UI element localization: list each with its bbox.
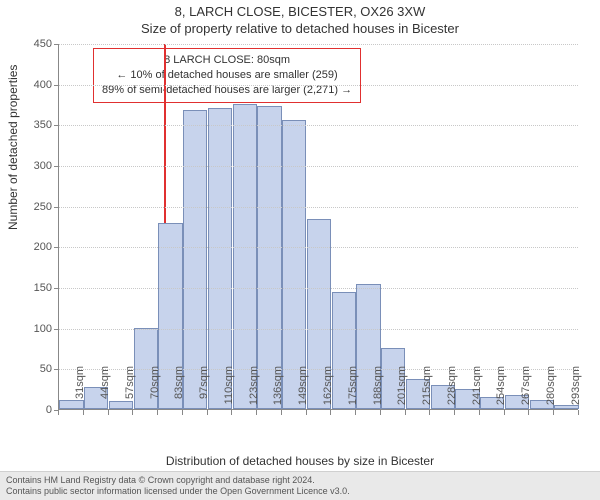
ytick-label: 350	[18, 119, 52, 131]
bars-group	[59, 44, 578, 409]
gridline	[59, 166, 578, 167]
xtick-label: 149sqm	[297, 366, 309, 416]
xtick-label: 57sqm	[124, 366, 136, 416]
ytick-mark	[54, 44, 59, 45]
xtick-label: 201sqm	[396, 366, 408, 416]
xtick-mark	[231, 410, 232, 415]
bar	[257, 106, 281, 409]
xtick-mark	[578, 410, 579, 415]
gridline	[59, 207, 578, 208]
ytick-label: 50	[18, 363, 52, 375]
xtick-label: 97sqm	[198, 366, 210, 416]
gridline	[59, 44, 578, 45]
xtick-mark	[207, 410, 208, 415]
xtick-label: 162sqm	[322, 366, 334, 416]
xtick-mark	[429, 410, 430, 415]
xtick-mark	[281, 410, 282, 415]
title-subtitle: Size of property relative to detached ho…	[0, 21, 600, 36]
ytick-mark	[54, 207, 59, 208]
ytick-mark	[54, 166, 59, 167]
bar	[183, 110, 207, 409]
xtick-label: 70sqm	[149, 366, 161, 416]
xtick-mark	[355, 410, 356, 415]
ytick-label: 100	[18, 323, 52, 335]
xtick-mark	[157, 410, 158, 415]
xtick-mark	[454, 410, 455, 415]
xtick-label: 254sqm	[495, 366, 507, 416]
xtick-mark	[256, 410, 257, 415]
xtick-mark	[528, 410, 529, 415]
xtick-label: 293sqm	[570, 366, 582, 416]
xtick-label: 175sqm	[347, 366, 359, 416]
ytick-mark	[54, 85, 59, 86]
xtick-mark	[504, 410, 505, 415]
xtick-mark	[306, 410, 307, 415]
ytick-label: 0	[18, 404, 52, 416]
title-block: 8, LARCH CLOSE, BICESTER, OX26 3XW Size …	[0, 0, 600, 36]
ytick-mark	[54, 288, 59, 289]
xtick-label: 241sqm	[471, 366, 483, 416]
footer-line-2: Contains public sector information licen…	[6, 486, 594, 497]
x-axis-label: Distribution of detached houses by size …	[0, 454, 600, 468]
footer-line-1: Contains HM Land Registry data © Crown c…	[6, 475, 594, 486]
xtick-label: 228sqm	[446, 366, 458, 416]
xtick-mark	[553, 410, 554, 415]
gridline	[59, 247, 578, 248]
xtick-mark	[58, 410, 59, 415]
xtick-mark	[182, 410, 183, 415]
ytick-label: 450	[18, 38, 52, 50]
gridline	[59, 85, 578, 86]
xtick-mark	[132, 410, 133, 415]
ytick-label: 250	[18, 201, 52, 213]
xtick-label: 31sqm	[74, 366, 86, 416]
ytick-mark	[54, 369, 59, 370]
xtick-label: 44sqm	[99, 366, 111, 416]
ytick-mark	[54, 329, 59, 330]
ytick-label: 200	[18, 241, 52, 253]
xtick-mark	[479, 410, 480, 415]
xtick-label: 188sqm	[372, 366, 384, 416]
ytick-mark	[54, 125, 59, 126]
ytick-mark	[54, 247, 59, 248]
ytick-label: 150	[18, 282, 52, 294]
gridline	[59, 329, 578, 330]
xtick-label: 215sqm	[421, 366, 433, 416]
xtick-label: 280sqm	[545, 366, 557, 416]
ytick-label: 400	[18, 79, 52, 91]
plot-area: 8 LARCH CLOSE: 80sqm← 10% of detached ho…	[58, 44, 578, 410]
xtick-label: 110sqm	[223, 366, 235, 416]
xtick-mark	[405, 410, 406, 415]
xtick-label: 267sqm	[520, 366, 532, 416]
xtick-mark	[380, 410, 381, 415]
xtick-label: 83sqm	[173, 366, 185, 416]
xtick-label: 123sqm	[248, 366, 260, 416]
title-address: 8, LARCH CLOSE, BICESTER, OX26 3XW	[0, 4, 600, 19]
xtick-mark	[330, 410, 331, 415]
xtick-label: 136sqm	[272, 366, 284, 416]
footer: Contains HM Land Registry data © Crown c…	[0, 471, 600, 500]
ytick-label: 300	[18, 160, 52, 172]
chart-area: 8 LARCH CLOSE: 80sqm← 10% of detached ho…	[58, 44, 578, 410]
gridline	[59, 125, 578, 126]
bar	[233, 104, 257, 409]
chart-container: 8, LARCH CLOSE, BICESTER, OX26 3XW Size …	[0, 0, 600, 500]
xtick-mark	[83, 410, 84, 415]
bar	[208, 108, 232, 409]
xtick-mark	[108, 410, 109, 415]
gridline	[59, 288, 578, 289]
